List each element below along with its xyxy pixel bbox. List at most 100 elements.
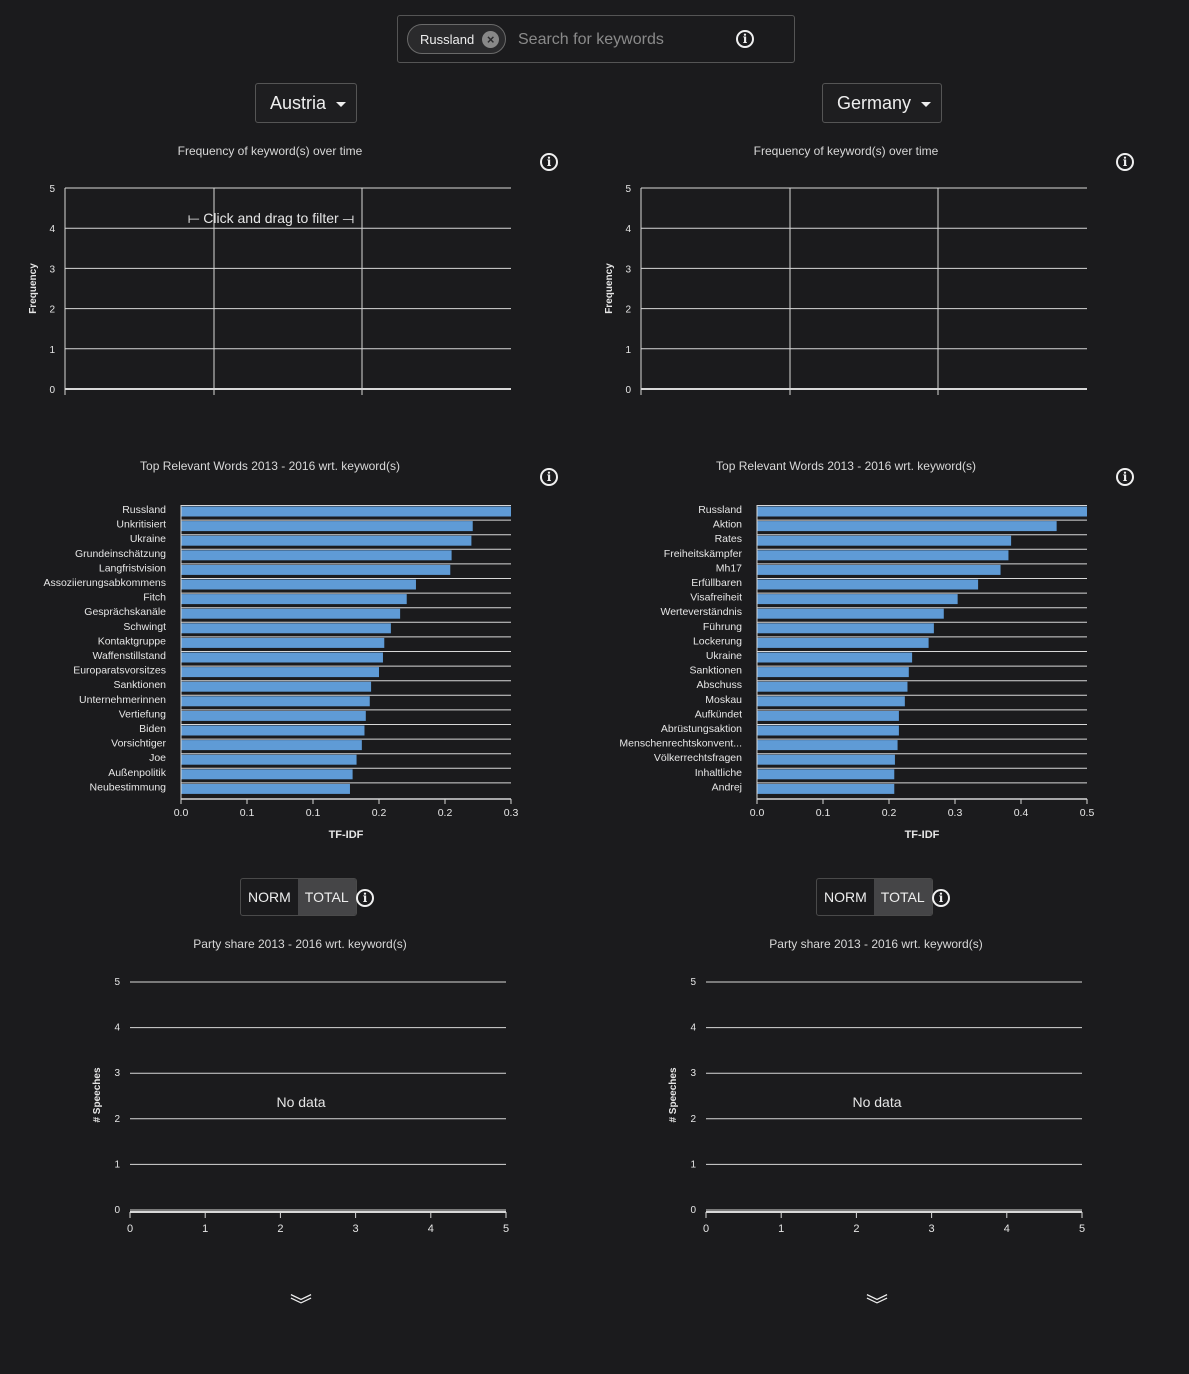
tfidf-bar (181, 521, 473, 532)
x-tick-label: 0.2 (438, 807, 453, 819)
tfidf-bar (181, 535, 472, 546)
frequency-chart-title: Frequency of keyword(s) over time (753, 144, 939, 158)
party-share-title: Party share 2013 - 2016 wrt. keyword(s) (769, 937, 983, 951)
country-select-left[interactable]: Austria (255, 83, 357, 123)
y-tick-label: 0 (625, 385, 631, 396)
y-tick-label: 2 (690, 1114, 696, 1125)
keyword-search-box[interactable]: Russland × i (397, 15, 795, 63)
word-label: Russland (122, 504, 166, 516)
tfidf-bar (757, 740, 898, 751)
x-tick-label: 0.3 (504, 807, 519, 819)
tfidf-bar (181, 710, 366, 721)
tfidf-bar (757, 550, 1009, 561)
tfidf-bar (757, 623, 934, 634)
tfidf-bar (757, 754, 895, 765)
tfidf-bar (757, 594, 958, 605)
no-data-label: No data (276, 1094, 325, 1110)
info-icon[interactable]: i (736, 30, 754, 48)
norm-total-toggle[interactable]: NORM TOTAL (240, 878, 357, 916)
x-tick-label: 0.0 (174, 807, 189, 819)
y-tick-label: 3 (690, 1068, 696, 1079)
chip-remove-icon[interactable]: × (482, 30, 500, 48)
norm-total-toggle[interactable]: NORM TOTAL (816, 878, 933, 916)
tfidf-bar (757, 681, 908, 692)
x-tick-label: 5 (503, 1223, 509, 1235)
x-tick-label: 0.2 (882, 807, 897, 819)
y-tick-label: 4 (114, 1023, 120, 1034)
search-input[interactable] (516, 26, 725, 54)
frequency-chart-title: Frequency of keyword(s) over time (177, 144, 363, 158)
info-icon[interactable]: i (1116, 468, 1134, 486)
country-select-right[interactable]: Germany (822, 83, 942, 123)
tfidf-bar (757, 710, 899, 721)
word-label: Moskau (705, 694, 742, 706)
y-tick-label: 5 (49, 184, 55, 195)
tfidf-bar (757, 783, 895, 794)
tfidf-bar-chart: Russland Unkritisiert Ukraine Grundeinschät… (43, 504, 519, 841)
word-label: Menschenrechtskonvent... (619, 738, 742, 750)
tfidf-chart-title: Top Relevant Words 2013 - 2016 wrt. keyw… (716, 459, 976, 473)
toggle-total[interactable]: TOTAL (873, 879, 932, 915)
y-axis-label: Frequency (604, 263, 615, 314)
word-label: Schwingt (123, 621, 166, 633)
y-tick-label: 0 (114, 1205, 120, 1216)
y-tick-label: 4 (625, 224, 631, 235)
y-tick-label: 4 (690, 1023, 696, 1034)
word-label: Ukraine (130, 533, 166, 545)
word-label: Fitch (143, 592, 166, 604)
y-tick-label: 2 (49, 305, 55, 316)
x-tick-label: 2 (277, 1223, 283, 1235)
word-label: Freiheitskämpfer (664, 548, 743, 560)
x-axis-label: TF-IDF (905, 829, 940, 841)
word-label: Biden (139, 723, 166, 735)
x-tick-label: 0.5 (1080, 807, 1095, 819)
keyword-chip[interactable]: Russland × (407, 24, 507, 54)
info-icon[interactable]: i (932, 889, 950, 907)
word-label: Ukraine (706, 650, 742, 662)
word-label: Inhaltliche (695, 767, 742, 779)
info-icon[interactable]: i (540, 153, 558, 171)
caret-down-icon (921, 102, 932, 107)
toggle-total[interactable]: TOTAL (297, 879, 356, 915)
tfidf-bar (181, 754, 357, 765)
y-tick-label: 5 (690, 977, 696, 988)
tfidf-bar (757, 769, 895, 780)
double-chevron-down-icon[interactable]: ︾ (865, 1293, 888, 1318)
word-label: Gesprächskanäle (84, 606, 166, 618)
word-label: Völkerrechtsfragen (654, 752, 742, 764)
party-share-chart: 0 1 2 3 4 5 0 1 2 3 4 5 # Speeches No data (668, 977, 1085, 1235)
y-tick-label: 1 (49, 345, 55, 356)
word-label: Außenpolitik (108, 767, 167, 779)
word-label: Langfristvision (99, 562, 166, 574)
tfidf-bar (181, 623, 391, 634)
toggle-norm[interactable]: NORM (824, 889, 867, 905)
party-share-title: Party share 2013 - 2016 wrt. keyword(s) (193, 937, 407, 951)
word-label: Waffenstillstand (92, 650, 166, 662)
double-chevron-down-icon[interactable]: ︾ (289, 1293, 312, 1318)
info-icon[interactable]: i (356, 889, 374, 907)
y-tick-label: 5 (114, 977, 120, 988)
word-label: Russland (698, 504, 742, 516)
word-label: Grundeinschätzung (75, 548, 166, 560)
tfidf-bar (757, 564, 1001, 575)
frequency-chart[interactable]: 0 1 2 3 4 5 Frequency (576, 170, 1156, 410)
y-axis-label: # Speeches (92, 1067, 103, 1122)
word-label: Rates (715, 533, 742, 545)
party-share-chart: 0 1 2 3 4 5 0 1 2 3 4 5 # Speeches No data (92, 977, 509, 1235)
tfidf-bar (181, 725, 365, 736)
tfidf-bar (757, 535, 1012, 546)
info-icon[interactable]: i (1116, 153, 1134, 171)
toggle-norm[interactable]: NORM (248, 889, 291, 905)
tfidf-bar (757, 696, 905, 707)
tfidf-bar (181, 783, 350, 794)
x-axis-label: TF-IDF (329, 829, 364, 841)
word-label: Abschuss (696, 679, 742, 691)
tfidf-bar (181, 652, 383, 663)
word-label: Joe (149, 752, 166, 764)
word-label: Neubestimmung (90, 781, 167, 793)
info-icon[interactable]: i (540, 468, 558, 486)
tfidf-bar (181, 667, 379, 678)
no-data-label: No data (852, 1094, 901, 1110)
frequency-chart[interactable]: 0 1 2 3 4 5 Frequency ⟝ Click and drag to filte… (0, 170, 580, 410)
x-tick-label: 1 (202, 1223, 208, 1235)
